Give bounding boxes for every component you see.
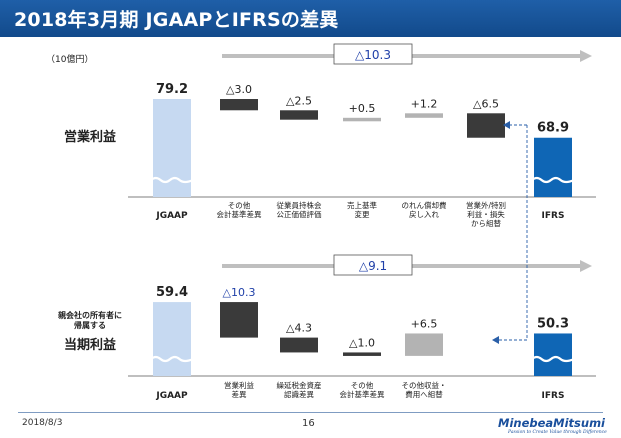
row-sublabel-1: 親会社の所有者に帰属する (58, 310, 122, 330)
footer-date: 2018/8/3 (22, 418, 63, 428)
step-value-1-2: △1.0 (349, 336, 375, 349)
footer-divider (18, 412, 603, 413)
step-category-0-2: 売上基準変更 (347, 200, 377, 219)
step-value-1-3: +6.5 (411, 317, 438, 330)
slide-title: 2018年3月期 JGAAPとIFRSの差異 (14, 9, 339, 31)
reclass-link-arrowhead-top (503, 121, 510, 129)
step-value-0-4: △6.5 (473, 97, 499, 110)
row-label-0: 営業利益 (64, 129, 116, 145)
step-bar-1-3 (405, 333, 443, 356)
logo-tagline: Passion to Create Value through Differen… (508, 430, 607, 435)
step-value-0-3: +1.2 (411, 97, 438, 110)
jgaap-bar-break-0 (150, 176, 194, 184)
step-category-0-3: のれん償却費戻し入れ (402, 200, 447, 219)
ifrs-bar-1 (534, 333, 572, 376)
jgaap-value-0: 79.2 (156, 82, 188, 97)
step-value-1-1: △4.3 (286, 322, 312, 335)
ifrs-value-1: 50.3 (537, 316, 569, 331)
total-change-box-1 (333, 254, 413, 276)
jgaap-bar-0 (153, 99, 191, 197)
total-change-label-0: △10.3 (355, 48, 391, 62)
step-category-1-0: 営業利益差異 (224, 380, 254, 399)
step-bar-0-2 (343, 117, 381, 122)
ifrs-category-0: IFRS (542, 211, 565, 221)
step-bar-1-2 (343, 352, 381, 356)
total-change-box-0 (333, 43, 413, 65)
step-bar-0-1 (280, 110, 318, 120)
waterfall-charts: △10.3 営業利益 79.2 JGAAP △3.0 その他会計基準差異 △2.5 従業員持株… (58, 43, 596, 401)
step-value-0-2: +0.5 (349, 102, 376, 115)
step-bar-0-0 (220, 99, 258, 111)
step-category-0-1: 従業員持株会公正価値評価 (277, 200, 322, 219)
company-logo: MinebeaMitsumi Passion to Create Value t… (498, 412, 610, 436)
jgaap-bar-break-1 (150, 355, 194, 363)
ifrs-category-1: IFRS (542, 391, 565, 401)
step-value-0-0: △3.0 (226, 83, 252, 96)
page-number: 16 (302, 418, 315, 429)
step-category-0-0: その他会計基準差異 (217, 200, 262, 219)
step-bar-0-3 (405, 113, 443, 118)
jgaap-value-1: 59.4 (156, 285, 188, 300)
slide-header: 2018年3月期 JGAAPとIFRSの差異 (0, 0, 621, 37)
total-change-label-1: △9.1 (359, 259, 387, 273)
step-bar-0-4 (467, 113, 505, 138)
step-value-0-1: △2.5 (286, 94, 312, 107)
jgaap-category-1: JGAAP (155, 391, 188, 401)
row-label-1: 当期利益 (64, 337, 116, 353)
jgaap-bar-1 (153, 302, 191, 376)
step-bar-1-0 (220, 302, 258, 338)
jgaap-category-0: JGAAP (155, 211, 188, 221)
reclass-link-line (498, 125, 528, 341)
reclass-link-arrowhead-bottom (492, 336, 499, 344)
step-category-1-3: その他収益・費用へ組替 (402, 380, 447, 399)
logo-name: MinebeaMitsumi (498, 416, 606, 430)
ifrs-bar-break-0 (531, 176, 575, 184)
ifrs-bar-0 (534, 137, 572, 197)
total-change-arrow-head-0 (580, 50, 592, 62)
total-change-arrow-head-1 (580, 260, 592, 272)
step-category-1-2: その他会計基準差異 (340, 380, 385, 399)
step-category-1-1: 繰延税金資産認識差異 (277, 380, 322, 399)
step-bar-1-1 (280, 337, 318, 353)
unit-label: （10億円） (46, 55, 94, 65)
step-value-1-0: △10.3 (223, 286, 256, 299)
ifrs-bar-break-1 (531, 355, 575, 363)
ifrs-value-0: 68.9 (537, 121, 569, 136)
step-category-0-4: 営業外/特別利益・損失から組替 (466, 200, 506, 228)
